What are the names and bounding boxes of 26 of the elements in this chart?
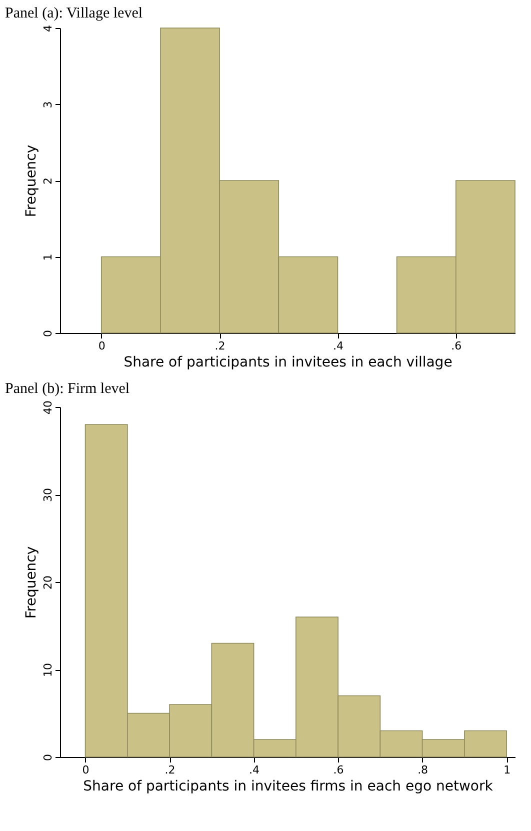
x-axis-title: Share of participants in invitees in each village: [124, 354, 452, 370]
x-tick-label: .4: [332, 340, 344, 352]
y-tick-label: 30: [42, 488, 54, 502]
x-tick-label: 1: [504, 764, 511, 776]
y-tick-label: 10: [42, 663, 54, 677]
x-axis-title: Share of participants in invitees firms in each ego network: [83, 778, 494, 794]
chart-title: Panel (a): Village level: [5, 6, 143, 22]
y-tick-label: 0: [42, 754, 54, 761]
y-axis-title: Frequency: [24, 546, 40, 619]
x-tick-label: .6: [333, 764, 344, 776]
y-tick-label: 1: [42, 254, 54, 261]
x-tick-label: .2: [164, 764, 176, 776]
x-tick-label: .6: [451, 340, 462, 352]
x-tick-label: 0: [82, 764, 90, 776]
y-tick-label: 2: [42, 178, 54, 184]
y-tick-label: 20: [42, 576, 54, 590]
x-tick-label: .4: [249, 764, 260, 776]
y-tick-label: 40: [42, 400, 54, 414]
y-tick-label: 3: [42, 101, 54, 108]
y-axis-title: Frequency: [24, 144, 40, 218]
y-tick-label: 0: [42, 330, 54, 337]
x-tick-label: 0: [98, 340, 106, 352]
x-tick-label: .2: [214, 340, 226, 352]
chart-title: Panel (b): Firm level: [5, 381, 130, 397]
y-tick-label: 4: [42, 25, 54, 32]
x-tick-label: .8: [418, 764, 428, 776]
